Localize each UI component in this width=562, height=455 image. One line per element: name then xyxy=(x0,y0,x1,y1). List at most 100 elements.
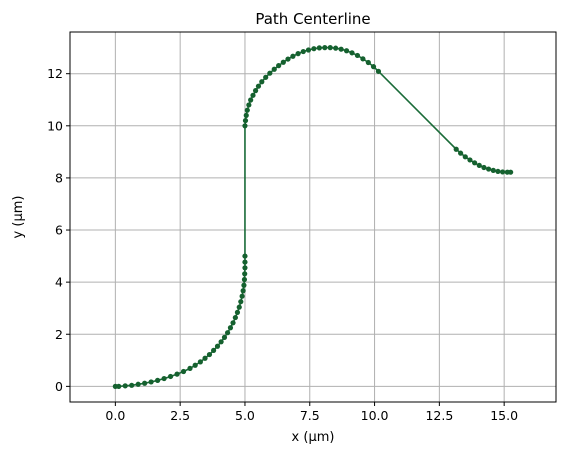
data-point xyxy=(285,56,291,62)
data-point xyxy=(333,45,339,51)
data-point xyxy=(122,383,128,389)
data-point xyxy=(255,83,262,89)
data-point xyxy=(481,164,487,171)
data-point xyxy=(316,45,322,51)
x-tick-label: 10.0 xyxy=(361,408,389,423)
data-point xyxy=(276,63,282,69)
data-point xyxy=(263,74,269,80)
data-point xyxy=(238,299,244,305)
data-point xyxy=(327,45,333,51)
plot-area xyxy=(70,32,556,402)
y-tick-label: 6 xyxy=(55,223,63,238)
data-point xyxy=(180,368,187,375)
y-axis-label: y (µm) xyxy=(11,196,26,239)
data-point xyxy=(267,70,273,76)
data-point xyxy=(142,380,148,386)
data-point xyxy=(305,47,312,53)
x-tick-label: 12.5 xyxy=(425,408,453,423)
data-point xyxy=(240,288,246,294)
data-point xyxy=(490,167,496,173)
data-point xyxy=(244,107,250,113)
data-point xyxy=(148,379,154,385)
x-tick-label: 5.0 xyxy=(235,408,255,423)
data-point xyxy=(250,92,256,98)
y-tick-label: 12 xyxy=(47,66,63,81)
data-point xyxy=(242,253,248,259)
data-point xyxy=(214,343,221,349)
data-point xyxy=(242,123,248,129)
data-point xyxy=(116,383,122,389)
data-point xyxy=(486,166,492,172)
y-tick-label: 10 xyxy=(47,118,63,133)
data-point xyxy=(167,373,174,380)
y-tick-label: 2 xyxy=(55,327,63,342)
y-axis-ticks: 0 2 4 6 8 10 12 xyxy=(47,66,70,394)
y-tick-label: 4 xyxy=(55,275,63,290)
series-line xyxy=(115,46,511,388)
data-point xyxy=(218,339,224,345)
plot-frame xyxy=(69,31,557,403)
data-point xyxy=(360,56,366,62)
x-tick-label: 7.5 xyxy=(300,408,320,423)
data-point xyxy=(300,48,306,55)
chart-title: Path Centerline xyxy=(255,10,370,28)
x-axis-label: x (µm) xyxy=(292,430,335,445)
data-point xyxy=(338,46,344,52)
data-point xyxy=(453,146,459,152)
data-point xyxy=(242,117,249,124)
y-tick-label: 8 xyxy=(55,170,63,185)
data-point xyxy=(243,112,249,118)
data-point xyxy=(354,52,361,59)
data-point xyxy=(271,66,277,72)
data-point xyxy=(370,64,377,70)
data-point xyxy=(472,160,478,166)
data-point xyxy=(259,79,265,85)
data-point xyxy=(224,330,231,336)
data-point xyxy=(248,97,254,103)
data-point xyxy=(232,314,238,321)
data-point xyxy=(192,362,198,368)
data-point xyxy=(174,371,180,377)
data-point xyxy=(227,325,234,331)
data-point xyxy=(239,293,245,299)
data-point xyxy=(322,45,328,51)
data-point xyxy=(462,154,468,160)
data-point xyxy=(202,355,208,361)
data-point xyxy=(155,377,161,383)
data-point xyxy=(467,157,473,163)
data-point xyxy=(476,162,482,169)
series-group xyxy=(112,45,514,389)
data-point xyxy=(495,168,501,175)
data-point xyxy=(242,265,248,271)
data-point xyxy=(241,276,248,283)
x-axis-ticks: 0.0 2.5 5.0 7.5 10.0 12.5 15.0 xyxy=(105,402,518,423)
data-point xyxy=(508,169,514,175)
data-point xyxy=(129,382,135,388)
x-tick-label: 2.5 xyxy=(170,408,190,423)
data-point xyxy=(343,48,350,54)
data-point xyxy=(187,365,193,371)
data-point xyxy=(500,169,506,175)
data-point xyxy=(210,347,217,354)
data-point xyxy=(230,320,236,326)
data-point xyxy=(375,68,382,74)
data-point xyxy=(458,150,464,156)
data-point xyxy=(365,59,371,66)
data-point xyxy=(246,102,252,108)
data-point xyxy=(242,259,248,265)
data-point xyxy=(242,271,248,277)
data-point xyxy=(135,381,141,387)
data-point xyxy=(161,375,167,382)
data-point xyxy=(234,309,241,315)
x-tick-label: 0.0 xyxy=(105,408,125,423)
data-point xyxy=(252,88,259,94)
x-tick-label: 15.0 xyxy=(490,408,518,423)
data-point xyxy=(311,46,317,52)
data-point xyxy=(349,50,355,56)
data-point xyxy=(241,282,247,288)
data-point xyxy=(280,59,286,65)
data-point xyxy=(197,359,203,365)
y-tick-label: 0 xyxy=(55,379,63,394)
data-point xyxy=(221,334,228,340)
